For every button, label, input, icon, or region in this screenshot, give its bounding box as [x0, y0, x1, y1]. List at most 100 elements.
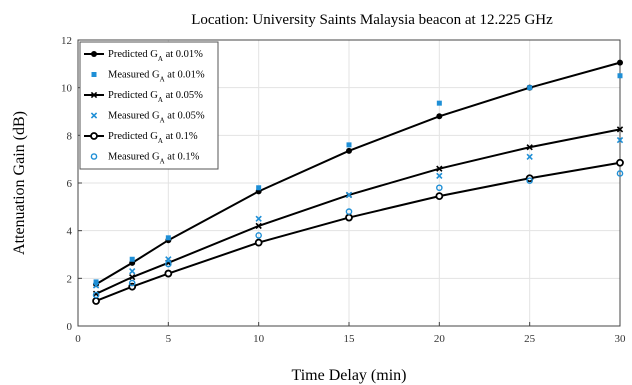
data-point [165, 260, 172, 268]
marker-stroke [129, 268, 136, 275]
data-point [92, 297, 100, 305]
x-tick-label: 30 [615, 333, 627, 345]
data-point [256, 185, 262, 191]
x-tick-label: 5 [166, 333, 172, 345]
marker-stroke [129, 273, 136, 281]
data-point [129, 268, 136, 275]
data-point [616, 126, 624, 133]
data-point [436, 100, 442, 106]
series-line [95, 61, 621, 286]
legend-entry: Measured GA at 0.01% [91, 70, 205, 84]
x-tick-label: 10 [253, 333, 265, 345]
data-point [526, 177, 533, 184]
data-point [92, 282, 100, 289]
legend-marker [91, 72, 97, 77]
legend-marker [90, 132, 98, 140]
data-point [346, 142, 352, 148]
data-point [255, 222, 262, 230]
marker-stroke [526, 144, 533, 151]
series-6 [92, 170, 624, 299]
x-tick-label: 25 [524, 333, 536, 345]
data-point [345, 208, 353, 215]
legend-marker [90, 91, 98, 99]
legend-marker [91, 51, 97, 57]
y-axis: 0 2 4 6 8 10 12 [61, 35, 82, 333]
data-point [436, 172, 443, 180]
series-2 [93, 73, 623, 285]
y-tick-label: 4 [67, 226, 73, 238]
legend-marker [90, 112, 98, 119]
series-5 [92, 158, 624, 305]
data-point [129, 256, 135, 262]
marker-stroke [255, 215, 262, 222]
y-tick-label: 10 [61, 83, 73, 95]
marker-stroke [255, 222, 262, 230]
marker-stroke [616, 126, 624, 133]
legend-entry: Predicted GA at 0.01% [84, 49, 203, 63]
legend-label: Predicted GA at 0.1% [108, 131, 198, 145]
legend: Predicted GA at 0.01% Measured GA at 0.01… [79, 41, 219, 170]
data-point [165, 256, 172, 263]
marker-stroke [436, 172, 443, 180]
series-group [92, 59, 624, 305]
data-point [128, 279, 136, 287]
data-point [164, 269, 173, 278]
data-point [616, 158, 624, 167]
data-point [345, 213, 353, 222]
marker-stroke [436, 165, 443, 172]
series-line [95, 128, 621, 295]
data-point [616, 136, 624, 144]
data-point [255, 232, 262, 239]
marker-stroke [92, 290, 100, 297]
y-tick-label: 0 [67, 321, 73, 333]
series-4 [92, 136, 624, 289]
marker-stroke [616, 136, 624, 144]
legend-entry: Predicted GA at 0.1% [84, 131, 198, 145]
data-point [526, 153, 533, 160]
marker-stroke [92, 282, 100, 289]
legend-label: Predicted GA at 0.05% [108, 90, 203, 104]
data-point [526, 144, 533, 151]
data-point [129, 273, 136, 281]
legend-label: Measured GA at 0.05% [108, 111, 205, 125]
legend-entry: Predicted GA at 0.05% [84, 90, 203, 104]
data-point [255, 215, 262, 222]
y-tick-label: 12 [61, 35, 72, 47]
data-point [436, 113, 443, 120]
data-point [254, 238, 263, 247]
legend-entry: Measured GA at 0.1% [90, 152, 200, 166]
y-tick-label: 6 [67, 178, 73, 190]
y-tick-label: 2 [67, 273, 73, 285]
marker-stroke [90, 91, 98, 99]
data-point [93, 279, 99, 285]
x-axis-label: Time Delay (min) [292, 367, 407, 384]
y-axis-label: Attenuation Gain (dB) [11, 111, 28, 255]
data-point [346, 147, 352, 154]
legend-marker [90, 153, 98, 160]
legend-entry: Measured GA at 0.05% [90, 111, 205, 125]
x-axis: 0 5 10 15 20 25 30 [75, 322, 626, 345]
data-point [435, 192, 444, 201]
data-point [527, 85, 533, 91]
data-point [616, 170, 624, 177]
chart-title: Location: University Saints Malaysia bea… [191, 12, 553, 28]
marker-stroke [165, 256, 172, 263]
x-tick-label: 15 [344, 333, 356, 345]
series-line [95, 161, 621, 302]
data-point [617, 73, 623, 79]
x-tick-label: 0 [75, 333, 81, 345]
data-point [436, 184, 443, 192]
legend-label: Predicted GA at 0.01% [108, 49, 203, 63]
data-point [617, 59, 623, 66]
marker-stroke [90, 112, 98, 119]
data-point [92, 291, 100, 299]
marker-stroke [526, 153, 533, 160]
legend-label: Measured GA at 0.1% [108, 152, 200, 166]
data-point [165, 235, 171, 241]
legend-label: Measured GA at 0.01% [108, 70, 205, 84]
data-point [92, 290, 100, 297]
legend-box [79, 41, 219, 170]
y-tick-label: 8 [67, 130, 73, 142]
x-tick-label: 20 [434, 333, 446, 345]
